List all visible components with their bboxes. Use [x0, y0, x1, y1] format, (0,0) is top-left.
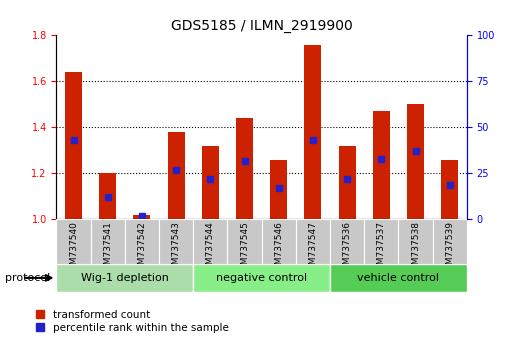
- Bar: [270, 160, 287, 219]
- Bar: [262, 219, 296, 264]
- Bar: [159, 219, 193, 264]
- Bar: [373, 111, 390, 219]
- Bar: [330, 219, 364, 264]
- Bar: [193, 219, 227, 264]
- Text: GSM737538: GSM737538: [411, 221, 420, 276]
- Text: protocol: protocol: [5, 273, 50, 283]
- Text: GSM737540: GSM737540: [69, 221, 78, 276]
- Bar: [227, 219, 262, 264]
- Text: GSM737545: GSM737545: [240, 221, 249, 276]
- Bar: [56, 219, 91, 264]
- Bar: [99, 173, 116, 219]
- Text: GSM737541: GSM737541: [103, 221, 112, 276]
- Bar: [432, 219, 467, 264]
- Bar: [364, 219, 399, 264]
- Bar: [407, 104, 424, 219]
- Text: GSM737543: GSM737543: [172, 221, 181, 276]
- Bar: [441, 160, 458, 219]
- Bar: [236, 118, 253, 219]
- Text: GSM737537: GSM737537: [377, 221, 386, 276]
- Bar: [133, 215, 150, 219]
- Text: GSM737544: GSM737544: [206, 221, 215, 275]
- Bar: [91, 219, 125, 264]
- Text: GSM737539: GSM737539: [445, 221, 454, 276]
- Text: GSM737536: GSM737536: [343, 221, 351, 276]
- Bar: [168, 132, 185, 219]
- Bar: [56, 264, 193, 292]
- Text: vehicle control: vehicle control: [358, 273, 440, 283]
- Text: Wig-1 depletion: Wig-1 depletion: [81, 273, 169, 283]
- Legend: transformed count, percentile rank within the sample: transformed count, percentile rank withi…: [36, 310, 228, 333]
- Bar: [304, 45, 322, 219]
- Bar: [296, 219, 330, 264]
- Bar: [330, 264, 467, 292]
- Bar: [339, 146, 356, 219]
- Bar: [125, 219, 159, 264]
- Bar: [202, 146, 219, 219]
- Text: GSM737547: GSM737547: [308, 221, 318, 276]
- Text: negative control: negative control: [216, 273, 307, 283]
- Bar: [65, 72, 82, 219]
- Text: GSM737546: GSM737546: [274, 221, 283, 276]
- Bar: [399, 219, 432, 264]
- Text: GSM737542: GSM737542: [137, 221, 146, 275]
- Bar: [193, 264, 330, 292]
- Title: GDS5185 / ILMN_2919900: GDS5185 / ILMN_2919900: [171, 19, 352, 33]
